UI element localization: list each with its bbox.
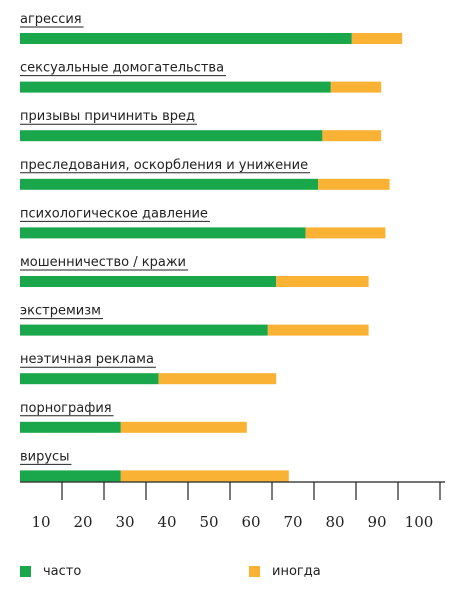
category-label: сексуальные домогательства [20,61,224,76]
category-label: психологическое давление [20,206,208,221]
legend-swatch-sometimes [249,566,260,577]
legend-label-sometimes: иногда [272,564,321,579]
category-label: мошенничество / кражи [20,255,186,270]
x-tick-label: 70 [283,513,302,531]
legend-item-often: часто [20,564,81,579]
bar-segment-often [20,373,159,385]
bar-segment-sometimes [330,81,382,93]
x-tick-label: 90 [367,513,386,531]
bar-segment-sometimes [120,421,247,433]
category-label: порнография [20,401,112,416]
bar-segment-often [20,130,323,142]
bar-segment-often [20,324,268,336]
category-label: вирусы [20,449,69,464]
legend-label-often: часто [43,564,82,579]
bar-segment-sometimes [322,130,382,142]
x-tick-label: 80 [325,513,344,531]
bar-segment-sometimes [276,276,369,287]
legend-swatch-often [20,566,31,577]
x-tick-label: 20 [73,513,92,531]
bar-segment-often [20,227,306,239]
bar-segment-often [20,178,319,190]
category-label: призывы причинить вред [20,109,195,124]
bar-segment-sometimes [158,373,277,385]
category-label: преследования, оскорбления и унижение [20,158,308,173]
bar-segment-often [20,276,277,287]
bar-segment-often [20,421,121,433]
bar-segment-often [20,470,121,482]
bar-segment-often [20,33,352,44]
bar-segment-sometimes [305,227,386,239]
bar-segment-often [20,81,331,93]
legend-item-sometimes: иногда [249,564,321,579]
category-label: экстремизм [20,304,101,319]
x-tick-label: 100 [405,513,434,531]
bar-segment-sometimes [267,324,369,336]
x-tick-label: 40 [157,513,176,531]
x-tick-label: 60 [241,513,260,531]
bar-segment-sometimes [120,470,289,482]
x-tick-label: 30 [115,513,134,531]
category-label: неэтичная реклама [20,352,154,367]
bar-segment-sometimes [351,33,403,44]
bar-segment-sometimes [318,178,390,190]
x-tick-label: 50 [199,513,218,531]
category-label: агрессия [20,12,82,27]
x-tick-label: 10 [31,513,50,531]
